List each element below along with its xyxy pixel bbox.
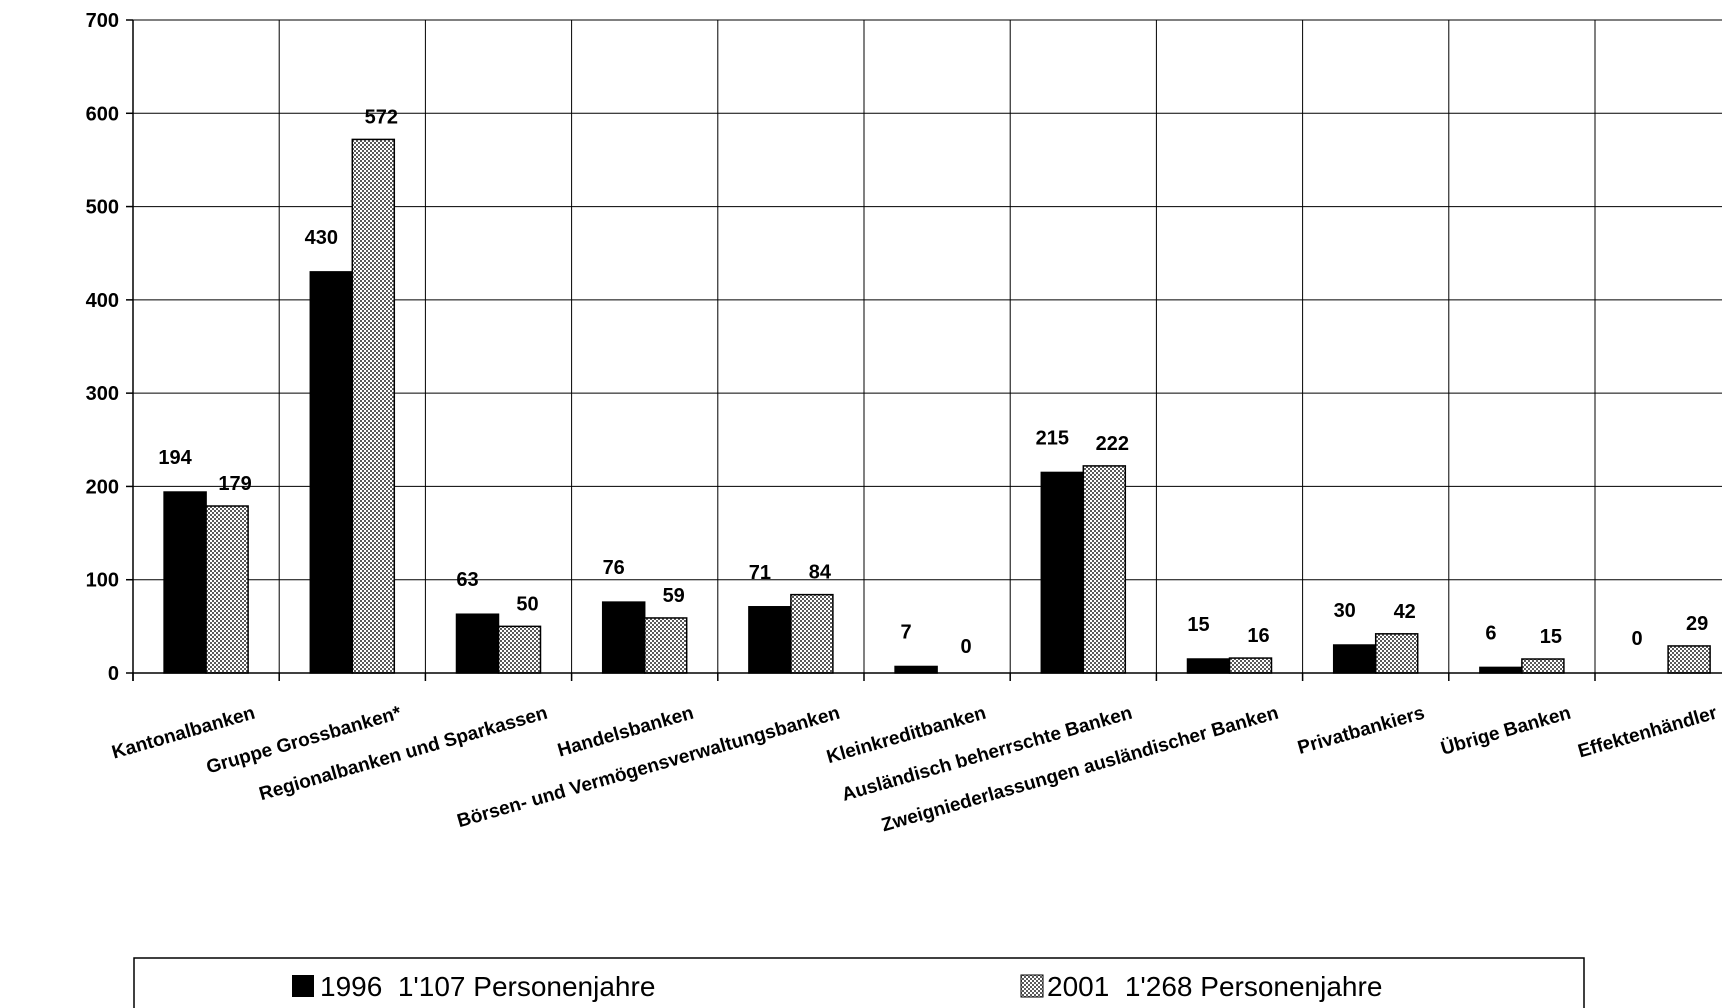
y-tick-label: 100 <box>86 570 119 592</box>
bar-s2-1 <box>351 138 396 674</box>
data-label-s2-1: 572 <box>365 106 398 128</box>
y-tick-label: 300 <box>86 383 119 405</box>
bars <box>163 138 1711 674</box>
legend-swatch-1996 <box>292 975 314 997</box>
x-category-label-8: Privatbankiers <box>1295 703 1427 759</box>
data-labels: 194 430 63 76 71 7 215 15 30 6 0 179 572 50 59 84 0 222 16… <box>158 106 1708 658</box>
bar-s1-9 <box>1479 666 1523 674</box>
data-label-s2-5: 0 <box>961 636 972 658</box>
legend-label-1996: 1996 1'107 Personenjahre <box>320 971 655 1002</box>
data-label-s1-9: 6 <box>1485 622 1496 644</box>
bar-s2-6 <box>1082 465 1127 674</box>
gridlines <box>133 19 1722 673</box>
legend-swatch-2001 <box>1020 974 1044 998</box>
x-category-label-10: Effektenhändler <box>1576 702 1720 762</box>
data-label-s1-8: 30 <box>1334 600 1356 622</box>
y-tick-label: 400 <box>86 290 119 312</box>
legend: 1996 1'107 Personenjahre 2001 1'268 Pers… <box>133 957 1585 1008</box>
bar-s2-0 <box>205 505 249 674</box>
bar-s2-8 <box>1374 633 1419 674</box>
bar-s1-0 <box>163 491 207 674</box>
bar-s2-3 <box>643 617 688 674</box>
bar-s2-10 <box>1667 645 1711 674</box>
bar-s1-4 <box>748 606 792 674</box>
y-tick-label: 700 <box>86 10 119 32</box>
bar-s2-7 <box>1228 657 1273 674</box>
y-tick-label: 0 <box>108 663 119 685</box>
data-label-s2-4: 84 <box>809 562 832 584</box>
data-label-s2-6: 222 <box>1096 433 1129 455</box>
data-label-s2-9: 15 <box>1540 626 1562 648</box>
data-label-s2-10: 29 <box>1686 613 1708 635</box>
data-label-s2-8: 42 <box>1394 601 1416 623</box>
data-label-s1-0: 194 <box>158 447 192 469</box>
data-label-s2-2: 50 <box>516 593 538 615</box>
data-label-s2-7: 16 <box>1247 625 1269 647</box>
x-category-label-2: Regionalbanken und Sparkassen <box>257 703 550 806</box>
legend-label-2001: 2001 1'268 Personenjahre <box>1047 971 1382 1002</box>
y-tick-label: 600 <box>86 103 119 125</box>
bar-s2-9 <box>1521 658 1565 674</box>
x-category-label-9: Übrige Banken <box>1439 703 1574 760</box>
data-label-s1-2: 63 <box>456 569 478 591</box>
y-tick-label: 200 <box>86 476 119 498</box>
bar-s1-1 <box>309 271 354 674</box>
data-label-s2-0: 179 <box>218 473 251 495</box>
data-label-s1-6: 215 <box>1036 427 1069 449</box>
data-label-s1-3: 76 <box>603 557 625 579</box>
bar-s1-2 <box>455 613 500 674</box>
bar-s1-5 <box>894 665 938 674</box>
data-label-s2-3: 59 <box>663 585 685 607</box>
bar-s2-4 <box>790 593 834 674</box>
bar-s1-6 <box>1040 471 1085 674</box>
data-label-s1-4: 71 <box>749 562 771 584</box>
bar-s1-7 <box>1186 658 1231 674</box>
data-label-s1-5: 7 <box>901 621 912 643</box>
data-label-s1-7: 15 <box>1187 614 1209 636</box>
data-label-s1-1: 430 <box>305 227 338 249</box>
bar-s1-8 <box>1332 644 1377 674</box>
bar-s1-3 <box>601 601 646 674</box>
bar-s2-2 <box>497 625 542 674</box>
data-label-s1-10: 0 <box>1632 628 1643 650</box>
y-tick-label: 500 <box>86 197 119 219</box>
legend-box <box>133 957 1585 1008</box>
